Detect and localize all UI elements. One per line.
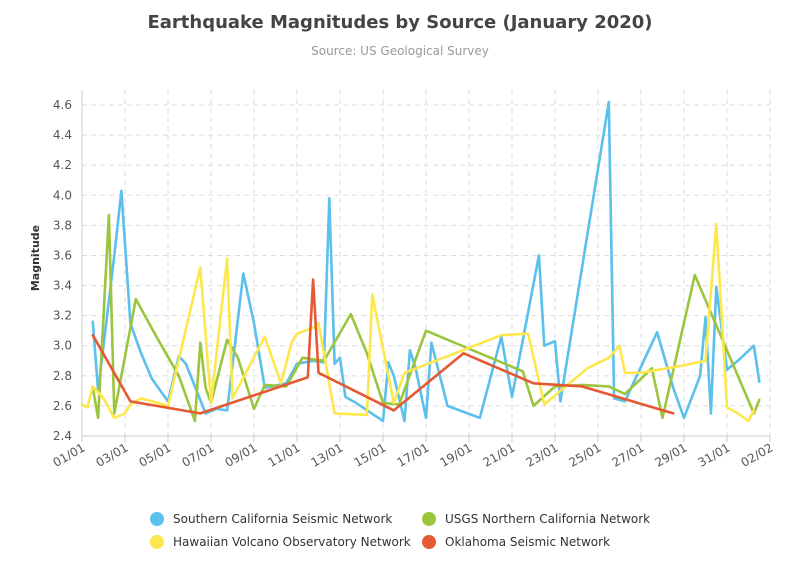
legend: Southern California Seismic Network USGS … — [150, 512, 650, 549]
x-tick-label: 15/01 — [352, 440, 389, 469]
x-tick-label: 11/01 — [266, 440, 303, 469]
y-tick-label: 4.2 — [53, 158, 72, 172]
legend-marker-hawaiian-volcano-observatory-network — [150, 535, 164, 549]
legend-label-southern-california-seismic-network: Southern California Seismic Network — [173, 512, 392, 526]
x-tick-label: 09/01 — [223, 440, 260, 469]
x-tick-label: 03/01 — [94, 440, 131, 469]
legend-label-hawaiian-volcano-observatory-network: Hawaiian Volcano Observatory Network — [173, 535, 411, 549]
y-tick-label: 2.8 — [53, 369, 72, 383]
y-tick-label: 3.8 — [53, 218, 72, 232]
y-tick-label: 2.6 — [53, 399, 72, 413]
series-line-oklahoma-seismic-network — [91, 278, 675, 415]
x-tick-label: 17/01 — [395, 440, 432, 469]
y-tick-label: 3.4 — [53, 279, 72, 293]
x-tick-label: 02/02 — [739, 440, 776, 469]
x-tick-label: 21/01 — [481, 440, 518, 469]
legend-label-usgs-northern-california-network: USGS Northern California Network — [445, 512, 650, 526]
x-tick-label: 07/01 — [180, 440, 217, 469]
x-tick-label: 23/01 — [524, 440, 561, 469]
legend-marker-oklahoma-seismic-network — [422, 535, 436, 549]
legend-label-oklahoma-seismic-network: Oklahoma Seismic Network — [445, 535, 610, 549]
x-tick-label: 13/01 — [309, 440, 346, 469]
y-tick-label: 3.2 — [53, 309, 72, 323]
grid — [81, 90, 771, 437]
legend-marker-southern-california-seismic-network — [150, 512, 164, 526]
legend-marker-usgs-northern-california-network — [422, 512, 436, 526]
y-tick-label: 4.4 — [53, 128, 72, 142]
series-line-hawaiian-volcano-observatory-network — [80, 222, 756, 423]
x-tick-label: 05/01 — [137, 440, 174, 469]
y-tick-label: 3.6 — [53, 248, 72, 262]
x-tick-label: 25/01 — [567, 440, 604, 469]
x-tick-label: 01/01 — [51, 440, 88, 469]
series-group — [80, 100, 761, 423]
y-tick-label: 3.0 — [53, 339, 72, 353]
y-tick-label: 2.4 — [53, 429, 72, 443]
y-tick-label: 4.6 — [53, 98, 72, 112]
y-tick-label: 4.0 — [53, 188, 72, 202]
chart-subtitle: Source: US Geological Survey — [311, 44, 489, 58]
x-tick-label: 27/01 — [610, 440, 647, 469]
y-axis-title: Magnitude — [29, 225, 42, 291]
x-tick-label: 29/01 — [653, 440, 690, 469]
chart-title: Earthquake Magnitudes by Source (January… — [147, 12, 652, 33]
x-tick-label: 31/01 — [696, 440, 733, 469]
axes: 2.4 2.6 2.8 3.0 3.2 3.4 3.6 3.8 4.0 4.2 4.4 4.6 01/0… — [51, 90, 776, 470]
x-tick-label: 19/01 — [438, 440, 475, 469]
